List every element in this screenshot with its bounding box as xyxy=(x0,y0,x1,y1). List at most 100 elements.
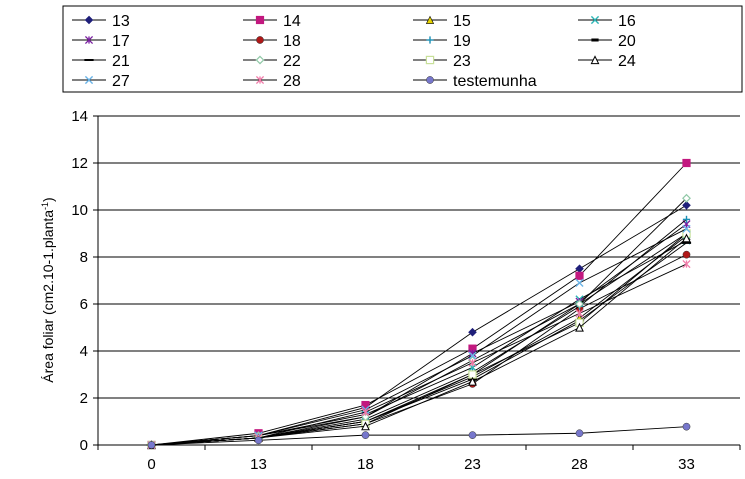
data-point xyxy=(468,431,477,439)
legend-item: 24 xyxy=(578,53,636,70)
data-point xyxy=(682,193,691,203)
x-tick-label: 13 xyxy=(250,456,267,473)
legend-marker xyxy=(255,75,265,85)
series xyxy=(146,158,692,450)
data-point xyxy=(575,271,584,280)
data-point xyxy=(468,351,477,360)
legend-label: 22 xyxy=(283,53,301,70)
series-testemunha xyxy=(147,422,691,449)
x-tick-label: 18 xyxy=(357,456,374,473)
gridlines xyxy=(93,115,740,446)
data-point xyxy=(361,421,370,431)
legend-item: 22 xyxy=(243,53,301,70)
legend-item: 15 xyxy=(413,13,471,30)
x-tick-labels: 0 13 18 23 28 33 xyxy=(147,456,695,473)
data-point xyxy=(575,278,584,287)
series-23 xyxy=(147,229,691,450)
series-20 xyxy=(147,232,691,447)
series-22 xyxy=(147,193,691,450)
series-line xyxy=(151,233,687,446)
data-point xyxy=(575,309,584,318)
y-axis-title: Área foliar (cm2.10-1.planta-1) xyxy=(40,197,56,382)
data-point xyxy=(682,233,691,243)
data-point xyxy=(682,259,691,269)
y-tick-label: 10 xyxy=(71,202,88,219)
legend-marker xyxy=(425,55,435,65)
legend-label: 19 xyxy=(453,33,471,50)
legend-label: 24 xyxy=(618,53,636,70)
x-tick-label: 0 xyxy=(147,456,155,473)
y-tick-label: 8 xyxy=(80,249,88,266)
legend-label: 20 xyxy=(618,33,636,50)
legend-item: 20 xyxy=(578,33,636,50)
legend-marker xyxy=(256,36,264,44)
series-line xyxy=(151,162,687,446)
legend-marker xyxy=(84,35,94,45)
data-point xyxy=(575,322,584,332)
series-16 xyxy=(147,236,691,450)
data-point xyxy=(468,376,477,386)
data-point xyxy=(682,158,691,168)
legend-item: 18 xyxy=(243,33,301,50)
legend-label: 17 xyxy=(112,33,130,50)
legend-marker xyxy=(590,15,600,25)
legend-marker xyxy=(591,38,599,42)
x-tick-label: 33 xyxy=(678,456,695,473)
series-line xyxy=(151,263,687,446)
y-tick-label: 12 xyxy=(71,155,88,172)
legend-label: 16 xyxy=(618,13,636,30)
series-line xyxy=(151,240,687,446)
legend-item: 27 xyxy=(72,73,130,90)
data-point xyxy=(254,436,263,445)
legend: 13 14 15 16 17 18 19 20 21 22 23 24 27 28 testemunha xyxy=(72,13,636,90)
series-line xyxy=(151,235,687,446)
legend-label: 23 xyxy=(453,53,471,70)
axes xyxy=(97,116,741,450)
series-24 xyxy=(147,233,691,450)
series-13 xyxy=(147,200,691,450)
series-17 xyxy=(147,220,691,450)
data-point xyxy=(361,431,370,439)
data-point xyxy=(682,422,691,431)
legend-item: 14 xyxy=(243,13,301,30)
legend-marker xyxy=(84,75,94,85)
legend-marker xyxy=(426,36,434,44)
legend-label: 21 xyxy=(112,53,130,70)
data-point xyxy=(682,215,691,223)
legend-item: 21 xyxy=(72,53,130,70)
x-tick-label: 28 xyxy=(571,456,588,473)
legend-marker xyxy=(84,15,94,25)
legend-item: 28 xyxy=(243,73,301,90)
series-line xyxy=(151,426,687,446)
data-point xyxy=(575,299,584,309)
legend-item: 16 xyxy=(578,13,636,30)
y-tick-label: 4 xyxy=(80,343,88,360)
series-line xyxy=(151,242,687,446)
series-line xyxy=(151,254,687,446)
legend-marker xyxy=(426,76,434,84)
data-point xyxy=(575,264,584,274)
legend-box xyxy=(62,5,743,93)
data-point xyxy=(468,358,477,367)
y-tick-labels: 0 2 4 6 8 10 12 14 xyxy=(71,108,88,454)
data-point xyxy=(682,200,691,210)
series-line xyxy=(151,228,687,446)
series-line xyxy=(151,204,687,446)
legend-item: 23 xyxy=(413,53,471,70)
data-point xyxy=(147,441,156,449)
legend-label: 15 xyxy=(453,13,471,30)
series-19 xyxy=(147,215,691,449)
data-point xyxy=(682,250,691,259)
legend-marker xyxy=(255,55,265,65)
x-tick-label: 23 xyxy=(464,456,481,473)
data-point xyxy=(361,408,370,417)
series-line xyxy=(151,233,687,446)
y-tick-label: 14 xyxy=(71,108,88,125)
y-tick-label: 2 xyxy=(80,390,88,407)
legend-item: 19 xyxy=(413,33,471,50)
data-point xyxy=(575,429,584,438)
legend-label: 13 xyxy=(112,13,130,30)
legend-marker xyxy=(255,15,265,25)
legend-item: 13 xyxy=(72,13,130,30)
